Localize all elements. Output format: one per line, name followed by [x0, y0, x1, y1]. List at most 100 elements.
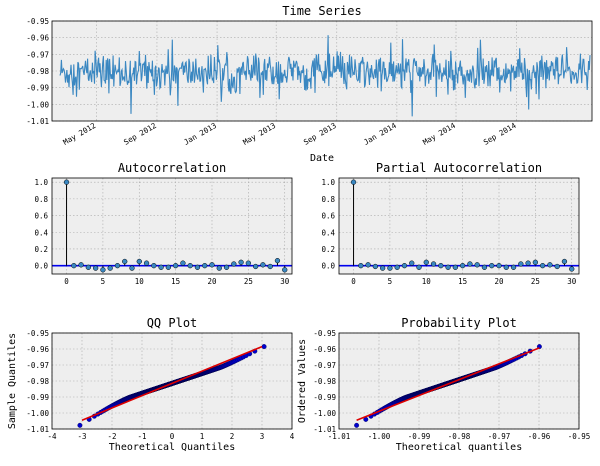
pacf-marker [510, 264, 517, 270]
acf-xtick-label: 5 [101, 277, 106, 286]
pacf-xtick-label: 30 [567, 277, 577, 286]
prob-xtick-label: -0.96 [528, 432, 551, 441]
qq-ytick-label: -0.95 [26, 329, 49, 338]
qq-point [261, 344, 267, 350]
acf-ytick-label: 0.6 [34, 212, 48, 221]
acf-marker [274, 257, 281, 264]
acf-xtick-label: 10 [135, 277, 145, 286]
ts-ytick-label: -1.00 [26, 100, 49, 109]
ts-ytick-label: -0.99 [26, 84, 49, 93]
pacf-marker [481, 264, 488, 270]
acf-xtick-label: 20 [207, 277, 217, 286]
acf-plot-area [52, 178, 292, 274]
prob-xtick-label: -0.97 [488, 432, 511, 441]
pacf-ytick-label: 0.0 [321, 262, 335, 271]
pacf-marker [518, 261, 524, 267]
pacf-xtick-label: 0 [351, 277, 356, 286]
qq-xtick-label: -4 [47, 432, 57, 441]
acf-xtick-label: 0 [64, 277, 69, 286]
acf-marker [85, 264, 92, 270]
pacf-marker [452, 264, 459, 270]
prob-xtick-label: -0.98 [448, 432, 471, 441]
acf-marker [245, 260, 252, 266]
ts-xtick-label: May 2014 [421, 121, 457, 147]
acf-marker [158, 264, 164, 270]
qq-point [77, 422, 83, 428]
acf-marker [172, 263, 179, 269]
pacf-frame [338, 177, 580, 275]
ts-xlabel: Date [310, 153, 334, 164]
pacf-marker [387, 265, 393, 271]
acf-xtick-label: 15 [171, 277, 180, 286]
prob-xtick-label: -1.01 [328, 432, 351, 441]
pacf-marker [547, 262, 553, 268]
qq-xtick-label: 2 [230, 432, 235, 441]
ts-ytick-label: -0.96 [26, 34, 49, 43]
prob-ytick-label: -1.01 [313, 425, 336, 434]
qq-ytick-label: -1.01 [26, 425, 49, 434]
qq-fit-line [81, 345, 263, 421]
prob-ytick-label: -0.98 [313, 377, 336, 386]
ts-ytick-label: -0.95 [26, 17, 49, 26]
pacf-marker [372, 263, 379, 270]
qq-title: QQ Plot [147, 316, 198, 330]
pacf-marker [561, 258, 568, 265]
acf-marker [187, 263, 193, 269]
acf-marker [100, 267, 106, 273]
pacf-marker [430, 261, 437, 267]
qq-ytick-label: -0.98 [26, 377, 49, 386]
prob-ytick-label: -0.99 [313, 393, 336, 402]
acf-marker [143, 260, 150, 266]
acf-marker [202, 263, 208, 269]
prob-ytick-label: -0.97 [313, 361, 336, 370]
pacf-ytick-label: 1.0 [321, 178, 335, 187]
pacf-ytick-label: 0.8 [321, 195, 335, 204]
acf-marker [114, 263, 121, 269]
pacf-marker [467, 261, 473, 267]
acf-marker [260, 262, 266, 268]
ts-xtick-label: May 2012 [62, 121, 98, 147]
pacf-marker [394, 264, 400, 270]
qq-xtick-label: 3 [260, 432, 265, 441]
qq-xtick-label: 4 [290, 432, 295, 441]
ts-frame [51, 20, 593, 122]
acf-marker [223, 264, 230, 270]
prob-ytick-label: -0.96 [313, 345, 336, 354]
prob-xtick-label: -0.99 [408, 432, 431, 441]
pacf-marker [569, 266, 575, 272]
pacf-marker [532, 259, 539, 265]
pacf-xtick-label: 5 [388, 277, 393, 286]
pacf-ytick-label: 0.4 [321, 228, 335, 237]
pacf-marker [539, 263, 546, 269]
pacf-ytick-label: 0.6 [321, 212, 335, 221]
prob-ytick-label: -0.95 [313, 329, 336, 338]
pacf-marker [416, 264, 422, 270]
acf-marker [136, 258, 142, 265]
pacf-marker [503, 264, 509, 270]
acf-ytick-label: 0.2 [34, 245, 48, 254]
ts-xtick-label: Sep 2012 [122, 121, 158, 147]
acf-marker [252, 263, 259, 270]
ts-xtick-label: May 2013 [241, 121, 277, 147]
ts-ytick-label: -0.98 [26, 67, 49, 76]
qq-xtick-label: -2 [107, 432, 116, 441]
ts-xtick-label: Sep 2013 [302, 121, 338, 147]
acf-frame [51, 177, 293, 275]
pacf-marker [496, 263, 502, 269]
qq-ylabel: Sample Quantiles [7, 333, 18, 429]
pacf-marker [409, 260, 415, 266]
ts-xtick-label: Jan 2014 [362, 121, 398, 147]
acf-ytick-label: 0.8 [34, 195, 48, 204]
pacf-marker [438, 263, 444, 269]
ts-xtick-label: Jan 2013 [182, 121, 218, 147]
ts-ytick-label: -1.01 [26, 117, 49, 126]
acf-marker [107, 265, 113, 271]
qq-frame [51, 332, 293, 430]
qq-ytick-label: -0.99 [26, 393, 49, 402]
acf-marker [78, 262, 84, 268]
prob-ylabel: Ordered Values [297, 339, 308, 423]
pacf-marker [379, 265, 386, 271]
acf-ytick-label: 0.4 [34, 228, 48, 237]
qq-xtick-label: -3 [77, 432, 86, 441]
